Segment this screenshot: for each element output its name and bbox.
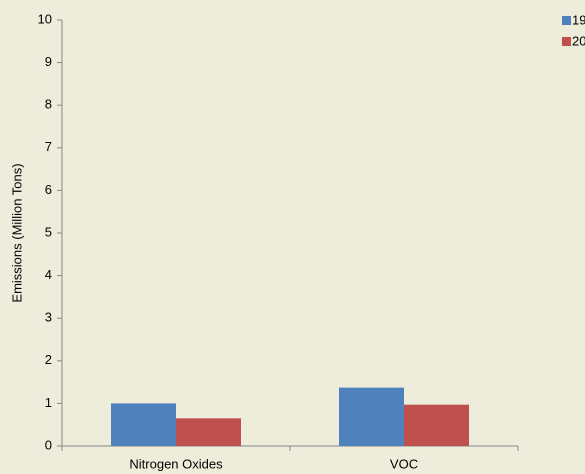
y-tick-label: 2 <box>45 352 52 367</box>
y-tick-label: 5 <box>45 224 52 239</box>
x-tick-label: Nitrogen Oxides <box>129 456 223 471</box>
bar <box>111 403 176 446</box>
y-tick-label: 7 <box>45 139 52 154</box>
y-tick-label: 8 <box>45 97 52 112</box>
legend-swatch <box>562 37 571 46</box>
legend-swatch <box>562 16 571 25</box>
legend-label: 2010 <box>572 33 585 48</box>
y-tick-label: 6 <box>45 182 52 197</box>
y-tick-label: 1 <box>45 395 52 410</box>
bar <box>339 387 404 446</box>
y-axis-label: Emissions (Million Tons) <box>9 163 24 302</box>
y-tick-label: 3 <box>45 310 52 325</box>
y-tick-label: 4 <box>45 267 52 282</box>
bar <box>404 404 469 446</box>
y-tick-label: 10 <box>38 11 52 26</box>
y-tick-label: 9 <box>45 54 52 69</box>
legend-label: 1990 <box>572 12 585 27</box>
y-tick-label: 0 <box>45 437 52 452</box>
x-tick-label: VOC <box>390 456 418 471</box>
bar <box>176 418 241 446</box>
